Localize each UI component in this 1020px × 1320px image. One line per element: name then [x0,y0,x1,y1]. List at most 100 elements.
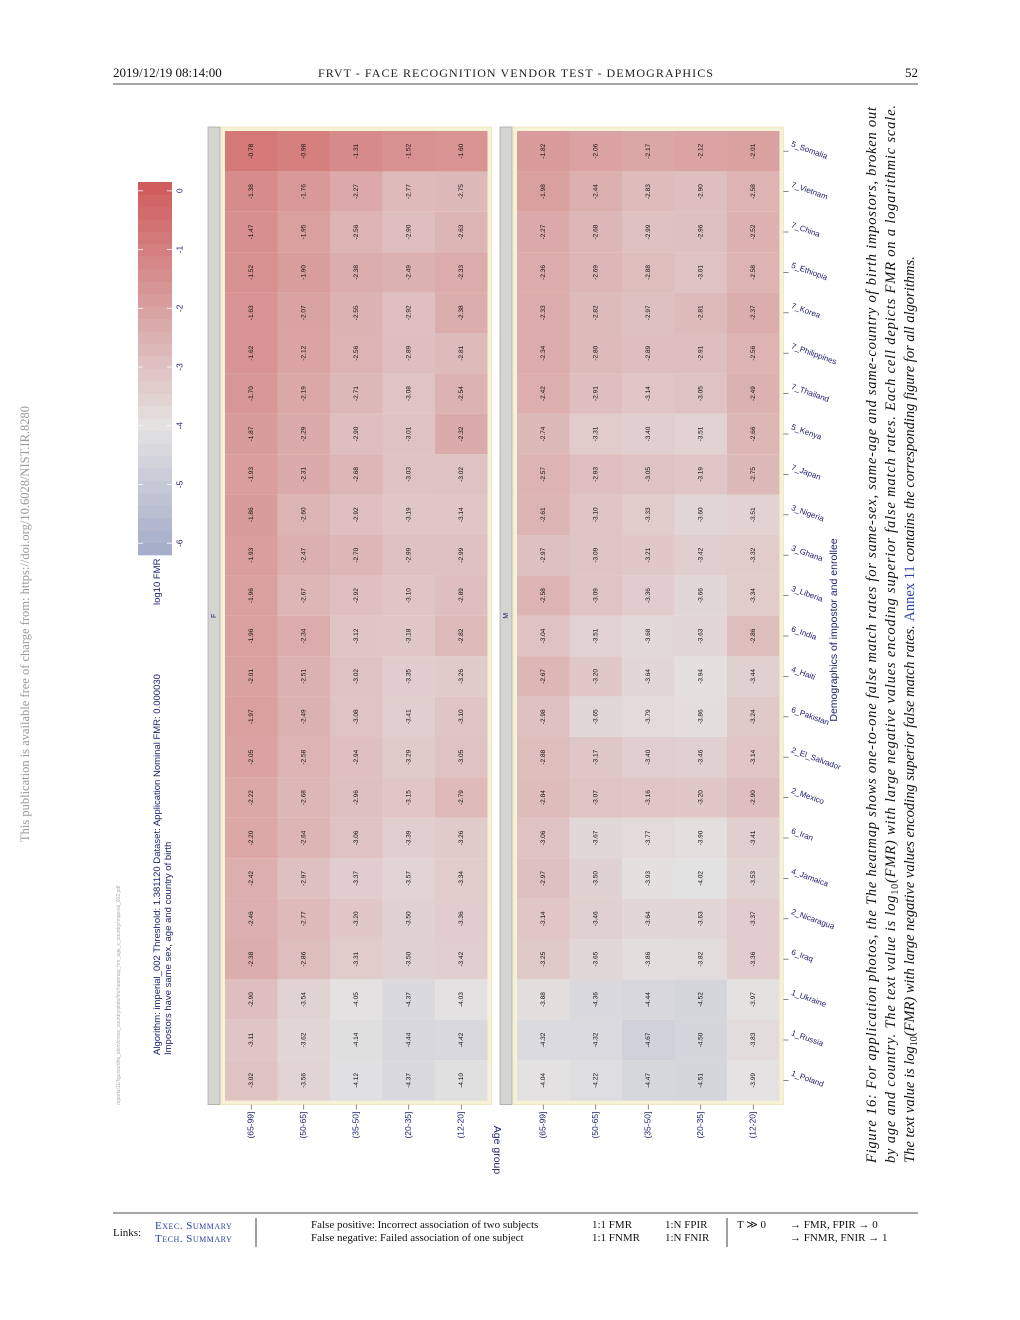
cell-value-label: -3.31 [353,951,360,966]
heatmap-cell [517,858,570,899]
cell-value-label: -3.37 [750,911,757,926]
heatmap-cell [277,575,330,616]
heatmap-cell [622,615,675,657]
cell-value-label: -3.94 [697,669,704,684]
x-tick-label: 3_Ghana [790,544,825,564]
cell-value-label: -3.02 [458,467,465,482]
heatmap-cell [277,373,330,414]
cell-value-label: -3.62 [300,1032,307,1047]
cell-value-label: -1.87 [248,426,255,441]
cell-value-label: -3.50 [592,871,599,886]
cell-value-label: -2.60 [300,507,307,522]
colorbar-swatch [138,455,172,469]
cell-value-label: -2.01 [248,669,255,684]
cell-value-label: -4.44 [405,1032,412,1047]
footer-link[interactable]: Exec. Summary [155,1220,232,1232]
heatmap-cell [277,696,330,737]
heatmap-cell [569,252,622,293]
colorbar-swatch [138,244,172,257]
cell-value-label: -1.76 [300,184,307,199]
cell-value-label: -4.52 [697,992,704,1007]
footer-link[interactable]: Tech. Summary [155,1233,232,1245]
cell-value-label: -3.02 [353,669,360,684]
heatmap-cell [622,575,675,616]
cell-value-label: -3.19 [405,507,412,522]
heatmap-cell [435,535,488,576]
cell-value-label: -2.29 [300,426,307,441]
heatmap-cell [330,656,383,697]
cell-value-label: -2.69 [592,265,599,280]
cell-value-label: -4.05 [353,992,360,1007]
cell-value-label: -2.27 [353,184,360,199]
caption-link[interactable]: Annex 11 [902,565,918,621]
heatmap-cell [674,898,727,939]
heatmap-cell [674,615,727,657]
cell-value-label: -2.92 [353,507,360,522]
heatmap-cell [382,979,435,1020]
sidebar-note: This publication is available free of ch… [18,406,32,842]
heatmap-cell [517,454,570,495]
cell-value-label: -3.14 [540,911,547,926]
heatmap-cell [517,373,570,414]
heatmap-cell [517,615,570,657]
header-page: 52 [905,65,918,80]
cell-value-label: -2.80 [592,345,599,360]
x-tick-label: 1_Russia [790,1028,825,1048]
footer-definition: False positive: Incorrect association of… [311,1219,538,1231]
cell-value-label: -2.86 [300,951,307,966]
cell-value-label: -4.22 [592,1073,599,1088]
cell-value-label: -3.64 [645,669,652,684]
colorbar-swatch [138,306,172,320]
heatmap-cell [674,413,727,455]
heatmap-cell [225,898,278,939]
heatmap-cell [622,535,675,576]
cell-value-label: -2.46 [248,911,255,926]
cell-value-label: -2.90 [697,184,704,199]
caption-text: (FMR) with large negative values encodin… [883,105,899,883]
x-tick-label: 6_Pakistan [790,705,830,727]
colorbar-swatch [138,219,172,233]
heatmap-cell [277,333,330,374]
heatmap-cell [622,171,675,212]
colorbar-swatch [138,517,172,531]
cell-value-label: -2.89 [458,588,465,603]
cell-value-label: -3.10 [458,709,465,724]
y-tick-label: (35-50] [643,1112,653,1139]
heatmap-cell [569,979,622,1020]
heatmap-cell [435,858,488,899]
cell-value-label: -4.32 [540,1032,547,1047]
y-tick-label: (65-99] [246,1112,256,1139]
y-tick-label: (50-65] [590,1112,600,1139]
cell-value-label: -3.17 [592,749,599,764]
heatmap-cell [727,535,780,576]
cell-value-label: -2.64 [300,830,307,845]
cell-value-label: -3.63 [697,628,704,643]
cell-value-label: -3.68 [645,628,652,643]
heatmap-cell [330,1060,383,1101]
heatmap-cell [674,777,727,818]
heatmap-cell [435,817,488,859]
cell-value-label: -2.49 [405,265,412,280]
heatmap-cell [382,252,435,293]
heatmap-cell [330,615,383,657]
heatmap-cell [569,131,622,172]
cell-value-label: -3.77 [645,830,652,845]
cell-value-label: -2.31 [300,467,307,482]
cell-value-label: -2.61 [540,507,547,522]
colorbar-swatch [138,492,172,506]
footer-effect: → FNMR, FNIR → 1 [790,1232,888,1244]
cell-value-label: -3.82 [697,951,704,966]
footer-metric: 1:1 FNMR [592,1232,641,1244]
heatmap-cell [225,939,278,980]
cell-value-label: -3.42 [697,547,704,562]
cell-value-label: -3.65 [592,709,599,724]
heatmap-cell [225,373,278,414]
cell-value-label: -3.20 [353,911,360,926]
heatmap-cell [435,737,488,778]
heatmap-cell [727,858,780,899]
x-tick-label: 1_Ukraine [790,988,828,1009]
cell-value-label: -3.51 [592,628,599,643]
footer-metric: 1:N FPIR [665,1219,708,1231]
heatmap-cell [622,979,675,1020]
cell-value-label: -3.09 [592,547,599,562]
